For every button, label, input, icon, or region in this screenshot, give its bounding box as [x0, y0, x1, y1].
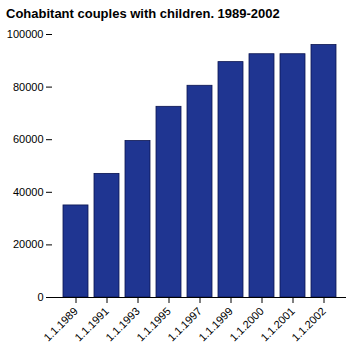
svg-text:1.1.1997: 1.1.1997 — [165, 304, 204, 344]
svg-text:20000: 20000 — [13, 238, 44, 250]
svg-text:100000: 100000 — [7, 28, 44, 40]
svg-text:1.1.2000: 1.1.2000 — [227, 304, 266, 344]
svg-text:1.1.1995: 1.1.1995 — [134, 304, 173, 344]
svg-text:1.1.1993: 1.1.1993 — [103, 304, 142, 344]
svg-text:1.1.2002: 1.1.2002 — [289, 305, 328, 344]
svg-text:60000: 60000 — [13, 133, 44, 145]
svg-text:1.1.2001: 1.1.2001 — [258, 304, 297, 344]
svg-text:0: 0 — [37, 291, 43, 303]
svg-text:80000: 80000 — [13, 81, 44, 93]
html-text:Cohabitant couples with childr: Cohabitant couples with children. 1989-2… — [6, 6, 280, 21]
svg-text:1.1.1991: 1.1.1991 — [72, 304, 111, 344]
svg-text:1.1.1999: 1.1.1999 — [196, 304, 235, 344]
svg-text:40000: 40000 — [13, 186, 44, 198]
svg-text:1.1.1989: 1.1.1989 — [41, 304, 80, 344]
